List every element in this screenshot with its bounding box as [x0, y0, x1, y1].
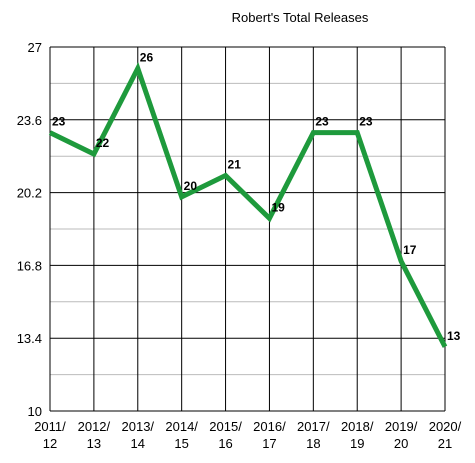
data-line — [48, 62, 448, 348]
data-label: 17 — [403, 243, 417, 257]
data-label: 13 — [447, 329, 461, 343]
x-tick-label: 2015/16 — [209, 419, 242, 451]
data-label: 26 — [140, 50, 154, 64]
x-tick-label: 2011/12 — [34, 419, 66, 451]
data-label: 22 — [96, 136, 110, 150]
x-tick-label: 2020/21 — [429, 419, 462, 451]
data-label: 20 — [184, 179, 198, 193]
x-tick-label: 2014/15 — [165, 419, 198, 451]
data-label: 21 — [228, 157, 242, 171]
data-label: 23 — [359, 115, 373, 129]
y-tick-label: 13.4 — [17, 331, 42, 346]
y-tick-label: 20.2 — [17, 186, 42, 201]
chart-title: Robert's Total Releases — [232, 10, 369, 25]
x-tick-label: 2016/17 — [253, 419, 286, 451]
y-tick-label: 16.8 — [17, 258, 42, 273]
x-tick-label: 2012/13 — [78, 419, 111, 451]
data-label: 19 — [271, 200, 285, 214]
data-label: 23 — [52, 115, 66, 129]
data-label: 23 — [315, 115, 329, 129]
x-tick-label: 2013/14 — [122, 419, 155, 451]
x-tick-label: 2017/18 — [297, 419, 330, 451]
y-tick-label: 23.6 — [17, 113, 42, 128]
y-tick-label: 10 — [28, 404, 42, 419]
x-tick-label: 2018/19 — [341, 419, 374, 451]
y-tick-label: 27 — [28, 40, 42, 55]
x-tick-label: 2019/20 — [385, 419, 418, 451]
